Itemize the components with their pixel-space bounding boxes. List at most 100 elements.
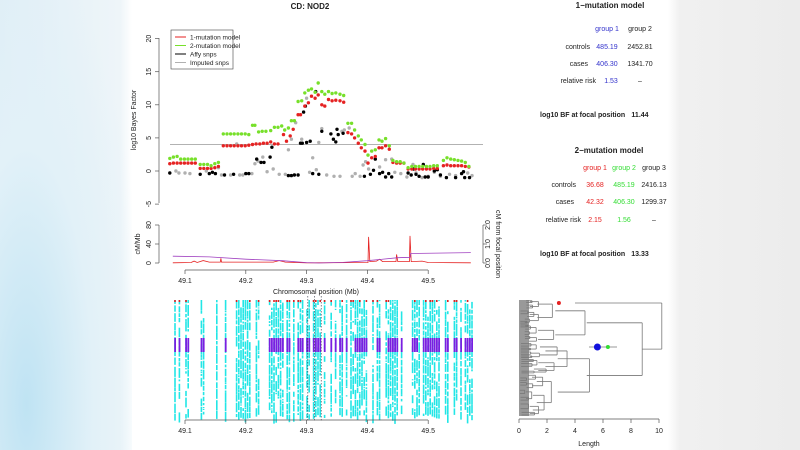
haplotype-cell (436, 413, 438, 419)
haplotype-cell (464, 402, 467, 410)
haplotype-cell (416, 338, 418, 352)
haplotype-cell (216, 315, 218, 325)
haplotype-cell (387, 373, 390, 379)
haplotype-cell (238, 373, 240, 375)
haplotype-cell (394, 305, 396, 315)
haplotype-cell (244, 341, 247, 350)
haplotype-cell (422, 322, 425, 330)
haplotype-cell (345, 386, 348, 388)
haplotype-cell (255, 332, 258, 336)
data-point (380, 139, 384, 143)
haplotype-cell (288, 338, 291, 352)
haplotype-cell (385, 378, 387, 388)
haplotype-cell (273, 300, 275, 302)
data-point (383, 136, 388, 141)
data-point (231, 172, 236, 176)
data-point (373, 157, 377, 161)
haplotype-cell (240, 333, 242, 340)
data-point (383, 158, 388, 162)
x-axis-label: Chromosomal position (Mb) (273, 289, 359, 296)
data-point (417, 164, 421, 169)
haplotype-cell (372, 410, 374, 414)
haplotype-cell (422, 374, 425, 384)
haplotype-cell (385, 311, 387, 319)
haplotype-cell (464, 300, 467, 302)
haplotype-cell (288, 312, 291, 319)
haplotype-cell (392, 401, 394, 403)
model2-row-label: cases (556, 199, 575, 206)
haplotype-cell (427, 359, 429, 367)
haplotype-cell (255, 379, 258, 383)
haplotype-cell (427, 392, 429, 396)
haplotype-cell (275, 324, 277, 327)
data-point (387, 144, 391, 148)
haplotype-cell (244, 397, 247, 407)
haplotype-cell (235, 300, 238, 309)
data-point (207, 171, 211, 176)
model1-cell: – (638, 78, 642, 85)
data-point (261, 141, 266, 145)
data-point (239, 132, 244, 136)
haplotype-cell (376, 407, 379, 416)
haplotype-cell (425, 322, 427, 325)
haplotype-cell (216, 300, 218, 303)
haplotype-cell (339, 355, 341, 364)
haplotype-cell (185, 350, 187, 358)
data-point (410, 164, 414, 169)
haplotype-cell (361, 353, 363, 359)
haplotype-cell (350, 300, 352, 302)
haplotype-cell (378, 355, 381, 359)
data-point (459, 164, 464, 168)
data-point (306, 101, 311, 105)
haplotype-cell (288, 403, 291, 414)
data-point (377, 138, 381, 142)
haplotype-cell (238, 334, 240, 342)
haplotype-cell (460, 406, 462, 411)
haplotype-cell (273, 338, 275, 352)
haplotype-cell (453, 365, 456, 372)
haplotype-cell (378, 365, 381, 373)
y-right-tick-label: 0.0 (485, 258, 492, 268)
haplotype-cell (178, 383, 181, 392)
haplotype-cell (279, 367, 282, 370)
haplotype-cell (315, 377, 317, 381)
haplotype-cell (431, 409, 434, 417)
haplotype-cell (315, 332, 317, 340)
haplotype-cell (279, 350, 282, 361)
data-point (177, 171, 181, 175)
data-point (409, 173, 413, 177)
haplotype-cell (354, 409, 357, 417)
haplotype-cell (438, 329, 440, 335)
haplotype-cell (288, 323, 291, 327)
haplotype-cell (334, 368, 337, 380)
data-point (283, 172, 287, 176)
haplotype-cell (185, 304, 187, 313)
haplotype-cell (431, 353, 434, 356)
haplotype-cell (273, 414, 275, 424)
x-tick-label: 49.4 (361, 428, 375, 435)
haplotype-cell (425, 300, 427, 302)
haplotype-cell (341, 325, 343, 332)
haplotype-cell (396, 317, 398, 329)
data-point (306, 88, 311, 92)
haplotype-cell (414, 367, 416, 373)
haplotype-cell (268, 324, 271, 327)
haplotype-cell (466, 365, 469, 368)
haplotype-cell (363, 338, 366, 352)
data-point (320, 89, 324, 94)
haplotype-cell (455, 316, 458, 319)
data-point (168, 162, 172, 166)
haplotype-cell (444, 311, 447, 320)
haplotype-cell (372, 344, 374, 351)
data-point (281, 132, 286, 137)
haplotype-cell (257, 315, 260, 319)
haplotype-cell (447, 361, 449, 364)
y-tick-label: 0 (146, 169, 153, 173)
haplotype-cell (392, 394, 394, 397)
haplotype-cell (447, 363, 449, 372)
data-point (352, 136, 357, 140)
haplotype-cell (429, 370, 431, 378)
haplotype-cell (297, 331, 299, 341)
haplotype-cell (323, 372, 326, 380)
haplotype-cell (464, 321, 467, 324)
